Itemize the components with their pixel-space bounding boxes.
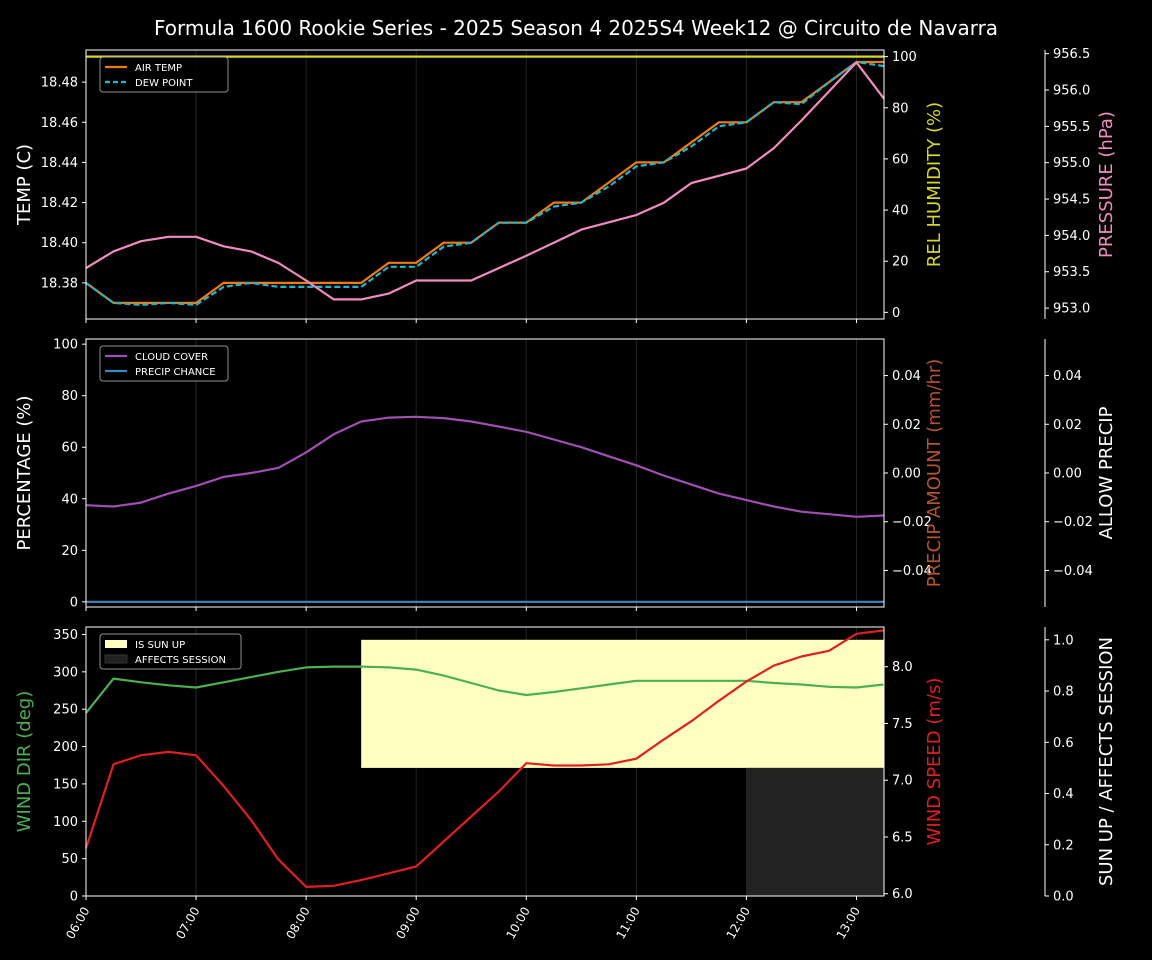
precipitation-ytick-label-0: 0 [70,595,78,610]
chart-title: Formula 1600 Rookie Series - 2025 Season… [154,16,998,40]
wind-band-0 [361,639,884,768]
precipitation-y2tick-label-0: −0.04 [892,564,932,579]
wind-legend-swatch-0 [105,640,127,648]
temperature-y3tick-label-1: 953.5 [1053,265,1090,280]
wind-y2tick-label-4: 8.0 [892,660,913,675]
precipitation-y3tick-label-3: 0.02 [1053,418,1082,433]
precipitation-y2label: PRECIP AMOUNT (mm/hr) [924,359,945,588]
wind-y2label: WIND SPEED (m/s) [924,678,945,846]
precipitation-y2tick-label-3: 0.02 [892,418,921,433]
temperature-ytick-label-1: 18.40 [41,236,78,251]
wind-legend-box [99,633,242,670]
temperature-series-3 [85,61,885,301]
temperature-y2label: REL HUMIDITY (%) [924,102,945,267]
precipitation-series-0 [85,415,885,518]
precipitation-y2tick-label-4: 0.04 [892,369,921,384]
wind-y2tick-label-3: 7.5 [892,717,913,732]
temperature-y2tick-label-4: 80 [892,101,909,116]
wind-legend-swatch-1 [104,654,128,664]
wind-y3tick-label-2: 0.4 [1053,787,1074,802]
wind-series-1 [84,629,885,889]
temperature-y3tick-label-0: 953.0 [1053,302,1090,317]
wind-y2tick-label-1: 6.5 [892,830,913,845]
wind-ytick-label-3: 150 [53,777,78,792]
wind-legend-label-1: AFFECTS SESSION [135,655,226,666]
precipitation-ylabel: PERCENTAGE (%) [14,395,35,550]
wind-ytick-label-4: 200 [53,740,78,755]
precipitation-y3tick-label-1: −0.02 [1053,515,1093,530]
temperature-ytick-label-4: 18.46 [41,116,78,131]
temperature-ytick-label-2: 18.42 [41,196,78,211]
wind-frame [85,626,885,897]
wind-y3tick-label-0: 0.0 [1053,890,1074,905]
precipitation-ytick-label-1: 20 [61,544,78,559]
temperature-y3tick-label-6: 956.0 [1053,83,1090,98]
precipitation-y3tick-label-0: −0.04 [1053,564,1093,579]
wind-y2tick-label-2: 7.0 [892,774,913,789]
temperature-y2tick-label-0: 0 [892,306,900,321]
temperature-y2tick-label-2: 40 [892,204,909,219]
temperature-legend-label-1: DEW POINT [135,78,193,89]
temperature-y3tick-label-4: 955.0 [1053,156,1090,171]
temperature-legend-box [99,56,229,93]
temperature-ytick-label-5: 18.48 [41,76,78,91]
precipitation-y3tick-label-2: 0.00 [1053,467,1082,482]
precipitation-y3tick-label-4: 0.04 [1053,369,1082,384]
precipitation-ytick-label-5: 100 [53,338,78,353]
temperature-frame [85,49,885,320]
temperature-legend-label-0: AIR TEMP [135,63,182,74]
wind-y3tick-label-3: 0.6 [1053,736,1074,751]
precipitation-y2tick-label-1: −0.02 [892,515,932,530]
wind-ytick-label-5: 250 [53,703,78,718]
temperature-y3tick-label-3: 954.5 [1053,193,1090,208]
temperature-y3tick-label-5: 955.5 [1053,120,1090,135]
wind-ytick-label-6: 300 [53,665,78,680]
wind-y3tick-label-4: 0.8 [1053,685,1074,700]
precipitation-legend-label-1: PRECIP CHANCE [135,367,216,378]
temperature-ytick-label-0: 18.38 [41,276,78,291]
wind-ytick-label-7: 350 [53,628,78,643]
precipitation-ytick-label-2: 40 [61,492,78,507]
precipitation-y2tick-label-2: 0.00 [892,467,921,482]
wind-legend-label-0: IS SUN UP [135,640,185,651]
temperature-y2tick-label-3: 60 [892,152,909,167]
wind-y3tick-label-5: 1.0 [1053,633,1074,648]
precipitation-ytick-label-3: 60 [61,441,78,456]
temperature-ytick-label-3: 18.44 [41,156,78,171]
temperature-y3label: PRESSURE (hPa) [1096,111,1117,258]
wind-ytick-label-2: 100 [53,815,78,830]
temperature-ylabel: TEMP (C) [14,144,35,226]
temperature-y3tick-label-2: 954.0 [1053,229,1090,244]
wind-band-1 [746,767,884,896]
wind-ytick-label-0: 0 [70,890,78,905]
precipitation-ytick-label-4: 80 [61,389,78,404]
temperature-series-1 [85,60,885,306]
temperature-y2tick-label-5: 100 [892,50,917,65]
wind-y3tick-label-1: 0.2 [1053,838,1074,853]
wind-y2tick-label-0: 6.0 [892,887,913,902]
precipitation-y3label: ALLOW PRECIP [1096,406,1117,539]
temperature-y3tick-label-7: 956.5 [1053,47,1090,62]
precipitation-legend-label-0: CLOUD COVER [135,352,208,363]
wind-series-0 [85,665,885,714]
wind-ytick-label-1: 50 [61,852,78,867]
wind-y3label: SUN UP / AFFECTS SESSION [1096,637,1117,886]
wind-ylabel: WIND DIR (deg) [14,691,35,833]
temperature-y2tick-label-1: 20 [892,255,909,270]
precipitation-legend-box [99,345,229,382]
